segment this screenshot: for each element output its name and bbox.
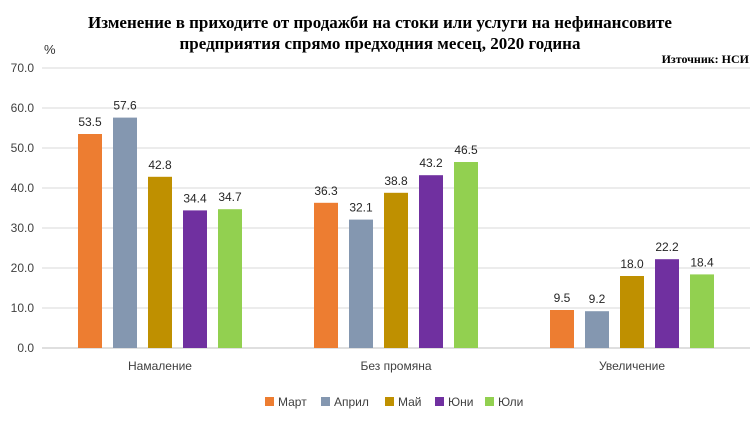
y-tick-label: 30.0 — [11, 221, 35, 235]
bar — [384, 192, 408, 348]
y-tick-label: 70.0 — [11, 61, 35, 75]
bar — [585, 311, 609, 348]
bar — [690, 274, 714, 348]
bar — [655, 259, 679, 348]
data-label: 46.5 — [454, 143, 478, 157]
data-label: 36.3 — [314, 184, 338, 198]
y-axis-unit-label: % — [44, 42, 56, 57]
bar — [218, 209, 242, 348]
x-category-label: Намаление — [128, 359, 192, 373]
data-label: 53.5 — [78, 115, 102, 129]
legend-label: Юни — [448, 395, 473, 409]
bar — [620, 276, 644, 348]
legend-label: Март — [278, 395, 307, 409]
bar — [148, 176, 172, 348]
data-label: 22.2 — [655, 240, 679, 254]
y-tick-label: 60.0 — [11, 101, 35, 115]
chart-title: Изменение в приходите от продажби на сто… — [60, 12, 700, 54]
chart-title-line-2: предприятия спрямо предходния месец, 202… — [179, 34, 581, 53]
x-category-label: Без промяна — [360, 359, 431, 373]
legend-label: Април — [334, 395, 369, 409]
data-label: 9.2 — [589, 292, 606, 306]
bar — [454, 162, 478, 348]
y-tick-label: 0.0 — [17, 341, 34, 355]
data-label: 34.7 — [218, 190, 242, 204]
y-tick-label: 40.0 — [11, 181, 35, 195]
y-tick-label: 10.0 — [11, 301, 35, 315]
bar — [113, 117, 137, 348]
y-tick-label: 20.0 — [11, 261, 35, 275]
chart-source: Източник: НСИ — [661, 52, 749, 66]
data-label: 38.8 — [384, 174, 408, 188]
data-label: 32.1 — [349, 201, 373, 215]
bar — [349, 219, 373, 348]
bar — [183, 210, 207, 348]
data-label: 18.0 — [620, 257, 644, 271]
y-tick-label: 50.0 — [11, 141, 35, 155]
legend-swatch — [385, 397, 394, 406]
data-label: 42.8 — [148, 158, 172, 172]
bar — [314, 202, 338, 348]
legend-swatch — [435, 397, 444, 406]
chart-title-line-1: Изменение в приходите от продажби на сто… — [88, 13, 672, 32]
bar — [550, 310, 574, 348]
data-label: 43.2 — [419, 156, 443, 170]
data-label: 34.4 — [183, 191, 207, 205]
data-label: 57.6 — [113, 99, 137, 113]
legend-swatch — [485, 397, 494, 406]
legend-swatch — [265, 397, 274, 406]
data-label: 18.4 — [690, 255, 714, 269]
legend-label: Юли — [498, 395, 523, 409]
legend-label: Май — [398, 395, 422, 409]
bar — [78, 134, 102, 348]
data-label: 9.5 — [554, 291, 571, 305]
legend-swatch — [321, 397, 330, 406]
x-category-label: Увеличение — [599, 359, 665, 373]
bar — [419, 175, 443, 348]
